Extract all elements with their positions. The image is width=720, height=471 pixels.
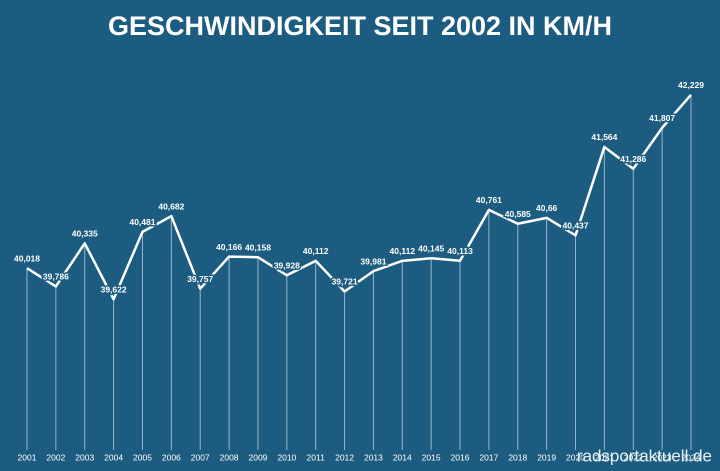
value-label: 41,807 xyxy=(649,113,675,123)
x-tick-label: 2009 xyxy=(248,452,267,462)
x-tick-label: 2024 xyxy=(682,452,701,462)
x-tick-label: 2006 xyxy=(162,452,181,462)
value-label: 39,622 xyxy=(101,285,127,295)
value-label: 40,112 xyxy=(303,246,329,256)
value-label: 41,564 xyxy=(591,132,617,142)
watermark: radsportaktuell.de xyxy=(577,446,712,465)
value-label: 40,018 xyxy=(14,253,40,263)
value-label: 41,286 xyxy=(620,154,646,164)
x-tick-label: 2016 xyxy=(451,452,470,462)
x-tick-label: 2015 xyxy=(422,452,441,462)
x-tick-label: 2013 xyxy=(364,452,383,462)
x-tick-label: 2005 xyxy=(133,452,152,462)
value-label: 39,981 xyxy=(360,256,386,266)
x-tick-label: 2017 xyxy=(479,452,498,462)
x-tick-label: 2004 xyxy=(104,452,123,462)
value-label: 40,66 xyxy=(536,203,558,213)
x-tick-label: 2008 xyxy=(220,452,239,462)
chart-title: GESCHWINDIGKEIT SEIT 2002 IN KM/H xyxy=(108,11,612,41)
x-tick-label: 2020 xyxy=(566,452,585,462)
value-label: 40,112 xyxy=(390,246,416,256)
value-label: 40,761 xyxy=(476,195,502,205)
x-tick-label: 2023 xyxy=(653,452,672,462)
x-tick-label: 2021 xyxy=(595,452,614,462)
value-label: 39,786 xyxy=(43,272,69,282)
x-tick-label: 2012 xyxy=(335,452,354,462)
value-label: 40,585 xyxy=(505,209,531,219)
x-tick-label: 2011 xyxy=(307,452,326,462)
value-label: 40,158 xyxy=(245,242,271,252)
value-label: 40,166 xyxy=(216,242,242,252)
x-tick-label: 2003 xyxy=(75,452,94,462)
x-tick-label: 2010 xyxy=(277,452,296,462)
value-label: 42,229 xyxy=(678,80,704,90)
value-label: 39,757 xyxy=(187,274,213,284)
value-label: 40,682 xyxy=(158,201,184,211)
value-label: 40,335 xyxy=(72,229,98,239)
value-label: 40,113 xyxy=(447,246,473,256)
x-tick-label: 2001 xyxy=(18,452,37,462)
x-tick-label: 2002 xyxy=(46,452,65,462)
value-label: 40,437 xyxy=(563,221,589,231)
value-label: 40,145 xyxy=(418,243,444,253)
data-line xyxy=(26,93,692,301)
x-tick-label: 2007 xyxy=(191,452,210,462)
value-label: 39,721 xyxy=(332,277,358,287)
x-tick-label: 2014 xyxy=(393,452,412,462)
value-label: 40,481 xyxy=(129,217,155,227)
x-tick-label: 2019 xyxy=(537,452,556,462)
value-label: 39,928 xyxy=(274,261,300,271)
x-tick-label: 2022 xyxy=(624,452,643,462)
x-tick-label: 2018 xyxy=(508,452,527,462)
